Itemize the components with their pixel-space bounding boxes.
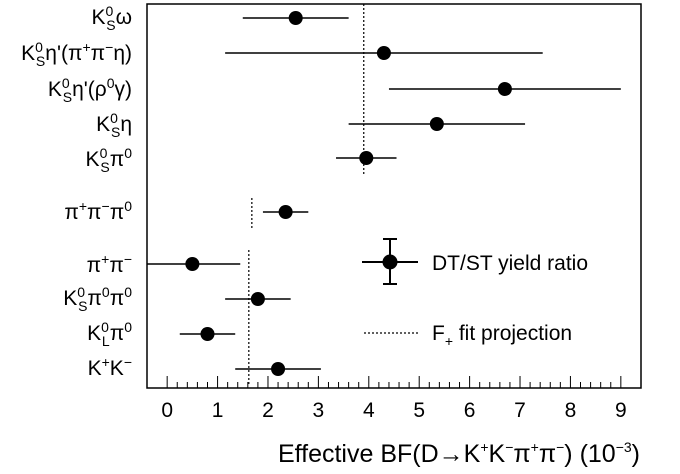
x-tick-label: 2 <box>262 399 274 422</box>
data-points <box>147 11 621 376</box>
category-label-ks-etaprime-rhogamma: K0 Sη'(ρ0γ) <box>48 75 132 105</box>
category-label-kl-pi0: K0 Lπ0 <box>87 319 132 349</box>
category-label-ks-pi0pi0: K0 Sπ0π0 <box>63 284 132 314</box>
x-tick-label: 9 <box>615 399 627 422</box>
x-tick-label: 6 <box>464 399 476 422</box>
x-tick-label: 0 <box>161 399 173 422</box>
legend-label-points: DT/ST yield ratio <box>432 252 588 275</box>
legend-label-projection: F+ fit projection <box>432 322 572 349</box>
data-point <box>250 292 265 306</box>
x-tick-label: 7 <box>514 399 526 422</box>
data-point <box>359 151 374 165</box>
x-tick-label: 1 <box>212 399 224 422</box>
data-point <box>288 11 303 25</box>
x-axis-tick-labels: 0 1 2 3 4 5 6 7 8 9 <box>161 399 626 422</box>
data-point <box>376 46 391 60</box>
fit-projections <box>248 4 365 385</box>
x-tick-label: 8 <box>565 399 577 422</box>
data-point <box>278 205 293 219</box>
x-axis-title: Effective BF(D→K+K−π+π−) (10−3) <box>278 439 640 468</box>
data-point <box>429 117 444 131</box>
data-point <box>200 327 215 341</box>
category-labels: K0 Sω K0 Sη'(π+π−η) K0 Sη'(ρ0γ) K0 Sη K0 Sπ0 … <box>21 3 132 380</box>
category-label-ks-eta: K0 Sη <box>96 110 132 140</box>
x-tick-label: 5 <box>413 399 425 422</box>
category-label-pipipi0: π+π−π0 <box>64 198 132 224</box>
category-label-pipi: π+π− <box>87 251 132 277</box>
legend-marker-dot <box>382 254 398 270</box>
x-axis-ticks <box>166 376 622 388</box>
category-label-ks-omega: K0 Sω <box>91 3 132 33</box>
data-point <box>185 257 200 271</box>
plot-frame <box>146 3 642 389</box>
category-label-ks-etaprime-pipieta: K0 Sη'(π+π−η) <box>21 39 132 69</box>
legend: DT/ST yield ratio F+ fit projection <box>362 238 588 349</box>
x-tick-label: 4 <box>363 399 375 422</box>
x-tick-label: 3 <box>313 399 325 422</box>
category-label-ks-pi0: K0 Sπ0 <box>86 145 133 175</box>
data-point <box>497 82 512 96</box>
data-point <box>271 362 286 376</box>
category-label-kk: K+K− <box>88 354 132 380</box>
